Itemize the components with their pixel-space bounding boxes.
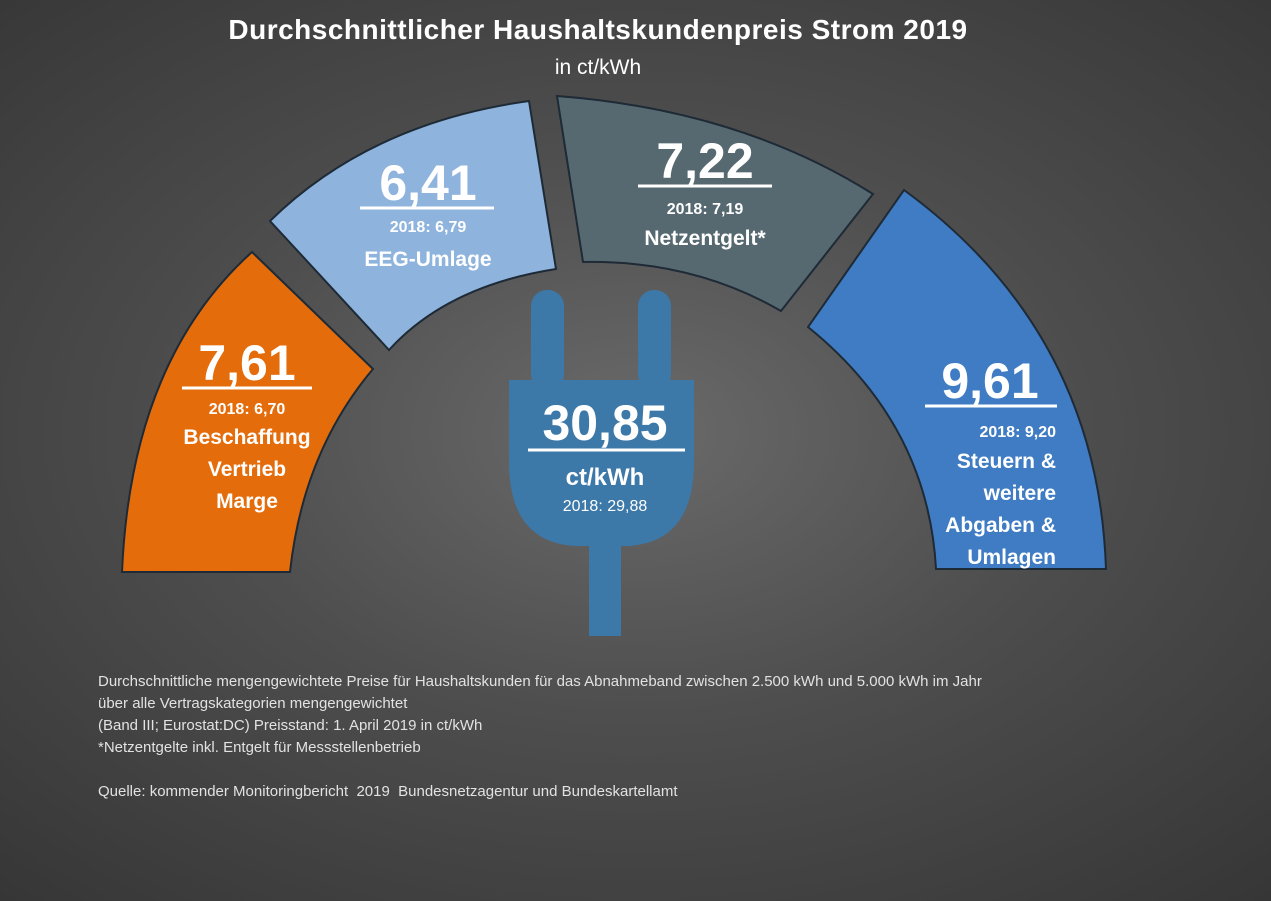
segment-3-value: 7,22 bbox=[656, 133, 753, 189]
segment-2-previous: 2018: 6,79 bbox=[390, 219, 467, 236]
footnote-line: *Netzentgelte inkl. Entgelt für Messstel… bbox=[98, 739, 421, 756]
footnote-line: Durchschnittliche mengengewichtete Preis… bbox=[98, 673, 982, 690]
total-value: 30,85 bbox=[542, 395, 667, 451]
segment-3-wedge bbox=[555, 94, 875, 313]
total-unit: ct/kWh bbox=[566, 464, 645, 491]
segment-4-wedge bbox=[806, 188, 1108, 570]
segment-1-label: Beschaffung bbox=[183, 426, 310, 449]
plug-icon bbox=[509, 290, 694, 636]
segment-4-label: weitere bbox=[983, 482, 1056, 505]
chart-subtitle: in ct/kWh bbox=[554, 56, 642, 79]
chart-title: Durchschnittlicher Haushaltskundenpreis … bbox=[228, 14, 968, 45]
segment-2-wedge bbox=[268, 99, 558, 352]
segment-2-value: 6,41 bbox=[379, 155, 476, 211]
segment-4-label: Umlagen bbox=[967, 546, 1056, 569]
footnotes: Durchschnittliche mengengewichtete Preis… bbox=[98, 671, 1108, 803]
footnote-line: (Band III; Eurostat:DC) Preisstand: 1. A… bbox=[98, 717, 483, 734]
segment-4-label: Abgaben & bbox=[945, 514, 1056, 537]
footnote-line: über alle Vertragskategorien mengengewic… bbox=[98, 695, 408, 712]
source-note: Quelle: kommender Monitoringbericht 2019… bbox=[98, 783, 678, 800]
segment-4-previous: 2018: 9,20 bbox=[979, 424, 1056, 441]
segment-2-label: EEG-Umlage bbox=[364, 248, 491, 271]
segment-1-label: Marge bbox=[216, 490, 278, 513]
segment-1-label: Vertrieb bbox=[208, 458, 286, 481]
segment-4-label: Steuern & bbox=[957, 450, 1056, 473]
segment-3-label: Netzentgelt* bbox=[644, 227, 766, 250]
segment-4-value: 9,61 bbox=[941, 353, 1038, 409]
total-previous: 2018: 29,88 bbox=[563, 498, 648, 515]
segment-1-value: 7,61 bbox=[198, 335, 295, 391]
segment-1-wedge bbox=[120, 250, 375, 573]
segment-1-previous: 2018: 6,70 bbox=[209, 401, 286, 418]
segment-3-previous: 2018: 7,19 bbox=[667, 201, 744, 218]
